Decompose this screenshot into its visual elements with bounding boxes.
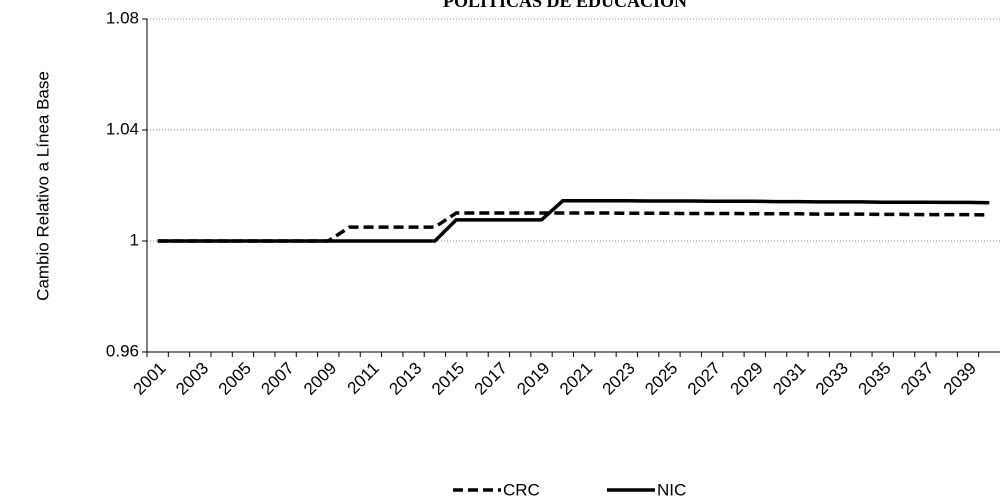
y-tick-label: 1	[130, 230, 139, 249]
x-tick-label: 2037	[897, 359, 937, 399]
x-tick-label: 2011	[344, 359, 383, 398]
x-tick-label: 2039	[940, 359, 980, 399]
x-tick-label: 2003	[172, 359, 212, 399]
legend-label: CRC	[503, 480, 540, 499]
chart-title: POLITICAS DE EDUCACION	[443, 0, 687, 11]
x-tick-label: 2025	[641, 359, 681, 399]
x-tick-label: 2017	[471, 359, 511, 399]
x-tick-label: 2001	[129, 359, 169, 399]
x-tick-label: 2007	[257, 359, 297, 399]
x-tick-label: 2009	[300, 359, 340, 399]
x-tick-label: 2015	[428, 359, 468, 399]
x-tick-label: 2029	[727, 359, 767, 399]
x-tick-label: 2019	[513, 359, 553, 399]
series-line	[157, 211, 990, 243]
y-axis-label: Cambio Relativo a Línea Base	[33, 71, 52, 301]
x-tick-label: 2027	[684, 359, 724, 399]
x-tick-label: 2031	[769, 359, 809, 399]
x-tick-label: 2005	[215, 359, 255, 399]
x-tick-label: 2023	[599, 359, 639, 399]
x-tick-label: 2033	[812, 359, 852, 399]
y-tick-label: 1.08	[106, 8, 139, 27]
x-tick-label: 2035	[855, 359, 895, 399]
legend-label: NIC	[657, 480, 686, 499]
y-tick-label: 1.04	[106, 119, 139, 138]
x-tick-label: 2013	[385, 359, 425, 399]
y-tick-label: 0.96	[106, 341, 139, 360]
x-tick-label: 2021	[556, 359, 596, 399]
series-line	[157, 199, 990, 243]
